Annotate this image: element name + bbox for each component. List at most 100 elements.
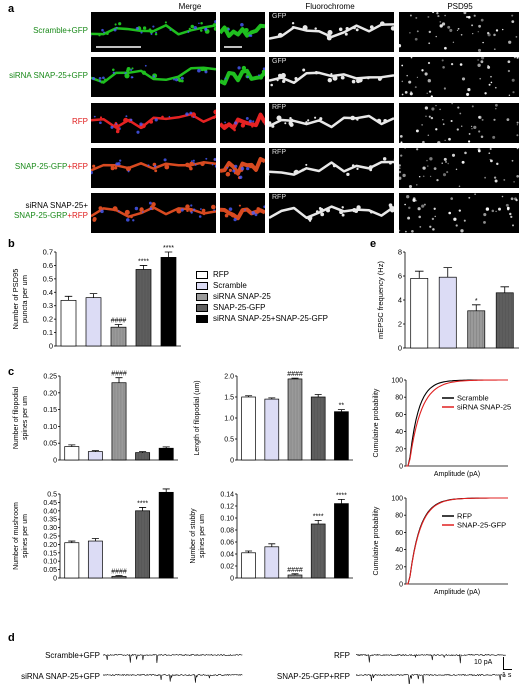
psd95-punctum: [464, 151, 467, 155]
psd95-punctum: [428, 90, 432, 93]
bar: [334, 411, 349, 461]
spine: [307, 215, 313, 221]
spine: [213, 109, 216, 115]
psd95-punctum: [173, 78, 176, 81]
psd95-punctum: [194, 164, 197, 166]
spine: [302, 68, 306, 72]
cumulative-line: [406, 379, 508, 467]
spine: [126, 67, 131, 71]
spine: [369, 25, 374, 29]
legend-label: SNAP-25-GFP: [457, 521, 506, 530]
psd95-punctum: [443, 87, 446, 90]
psd95-punctum: [400, 154, 403, 157]
psd95-punctum: [485, 207, 490, 211]
spine: [228, 168, 232, 172]
spine: [369, 210, 373, 214]
psd95-punctum: [458, 185, 461, 188]
bar-legend: RFP Scramble siRNA SNAP-25 SNAP-25-GFP siRNA…: [196, 269, 328, 324]
psd95-punctum: [192, 159, 195, 162]
psd95-punctum: [459, 63, 463, 66]
psd95-punctum: [488, 83, 491, 86]
y-axis-label: spines per um: [22, 396, 29, 440]
psd95-punctum: [130, 76, 134, 79]
spine: [320, 212, 325, 217]
psd95-punctum: [240, 166, 245, 171]
spine: [340, 75, 345, 80]
psd95-punctum: [214, 164, 216, 168]
spine: [141, 70, 147, 75]
spine: [383, 118, 388, 123]
spine: [388, 161, 392, 165]
y-tick-label: 0.25: [43, 374, 57, 381]
error-bar: [291, 573, 299, 575]
psd95-punctum: [246, 166, 250, 171]
y-tick-label: 0.04: [220, 552, 234, 559]
spine: [92, 164, 96, 168]
psd95-punctum: [421, 124, 423, 126]
spine: [212, 116, 216, 119]
mepsc-trace-scramble-gfp: [103, 653, 243, 664]
psd95-punctum: [232, 169, 236, 173]
psd95-punctum: [511, 159, 514, 162]
spine: [294, 77, 298, 81]
psd95-punctum: [199, 208, 202, 210]
psd95-punctum: [110, 125, 114, 129]
spine: [339, 210, 344, 215]
psd95-punctum: [445, 160, 447, 163]
psd95-punctum: [102, 76, 105, 80]
y-tick-label: 0.3: [43, 301, 53, 310]
psd95-punctum: [149, 207, 153, 210]
spine: [256, 211, 259, 214]
psd95-punctum: [493, 48, 496, 51]
psd95-punctum: [185, 112, 189, 116]
bar: [64, 542, 80, 579]
panel-d-letter: d: [8, 632, 15, 644]
error-bar: [337, 499, 345, 504]
spine: [130, 215, 133, 219]
dendrite: [269, 205, 394, 220]
psd95-punctum: [460, 229, 464, 233]
dendrite: [91, 113, 216, 130]
psd95-punctum: [442, 118, 444, 121]
y-tick-label: 0: [53, 458, 57, 465]
dendrite: [220, 23, 265, 38]
psd95-punctum: [91, 170, 93, 175]
spine: [390, 26, 394, 31]
psd95-punctum: [474, 193, 476, 195]
psd95-punctum: [508, 94, 511, 96]
psd95-punctum: [406, 195, 410, 199]
psd95-punctum: [193, 26, 197, 30]
psd95-punctum: [477, 59, 479, 61]
row-label: Scramble+GFP: [4, 26, 88, 36]
psd95-punctum: [98, 80, 102, 83]
psd95-punctum: [493, 176, 497, 179]
y-tick-label: 0.1: [43, 328, 53, 337]
legend-label: Scramble: [457, 394, 489, 403]
psd95-punctum: [459, 112, 462, 115]
psd95-punctum: [240, 23, 244, 27]
psd95-punctum: [190, 204, 193, 207]
bar: [110, 326, 127, 347]
trace-line: [356, 653, 506, 664]
psd95-punctum: [422, 175, 425, 178]
psd95-punctum: [126, 218, 130, 222]
psd95-punctum: [444, 139, 446, 141]
y-tick-label: 0.15: [43, 407, 57, 414]
micrograph-psd: [399, 148, 519, 188]
psd95-punctum: [419, 226, 422, 228]
dendrite: [269, 160, 394, 176]
psd95-punctum: [213, 209, 216, 212]
spine: [314, 27, 317, 30]
psd95-punctum: [441, 162, 443, 164]
spine: [356, 78, 361, 84]
spine: [185, 204, 190, 209]
psd95-punctum: [214, 20, 216, 24]
psd95-punctum: [441, 59, 444, 62]
y-tick-label: 20: [395, 564, 403, 571]
psd95-punctum: [507, 60, 511, 64]
error-bar: [337, 409, 345, 412]
psd95-punctum: [135, 27, 139, 31]
y-axis-label: mEPSC frequency (Hz): [376, 261, 385, 339]
spine: [368, 165, 373, 170]
spine: [115, 129, 120, 134]
